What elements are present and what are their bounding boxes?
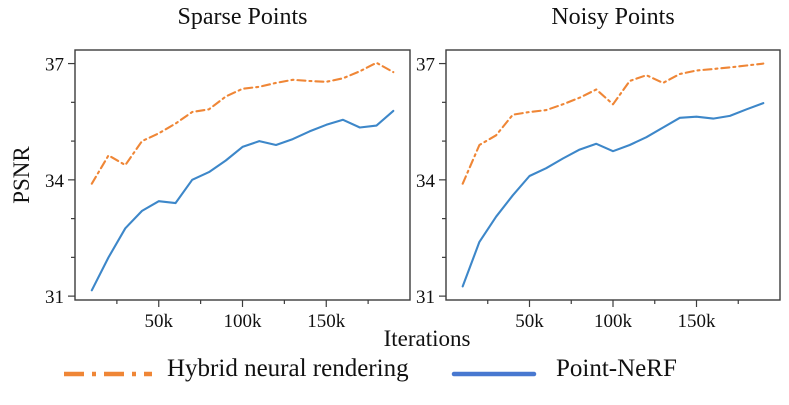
x-axis-label: Iterations <box>383 326 471 351</box>
legend-swatch-pointnerf-line <box>451 371 537 377</box>
svg-text:37: 37 <box>416 55 435 76</box>
svg-text:150k: 150k <box>678 311 717 332</box>
svg-text:34: 34 <box>416 171 436 192</box>
legend-swatch-hybrid-line <box>64 371 152 377</box>
svg-text:150k: 150k <box>307 311 346 332</box>
svg-text:50k: 50k <box>515 311 544 332</box>
y-axis-label: PSNR <box>9 146 34 204</box>
svg-text:31: 31 <box>416 287 435 308</box>
chart-title-noisy-points: Noisy Points <box>551 4 675 30</box>
svg-text:50k: 50k <box>145 311 174 332</box>
svg-text:100k: 100k <box>594 311 633 332</box>
legend: Hybrid neural rendering Point-NeRF <box>0 355 789 400</box>
noisy-points-plot: 50k 100k 150k 31 34 37 <box>416 49 781 332</box>
sparse-points-plot: 50k 100k 150k 31 34 37 <box>45 49 411 332</box>
svg-text:34: 34 <box>45 171 65 192</box>
svg-text:31: 31 <box>45 287 64 308</box>
svg-text:37: 37 <box>45 55 64 76</box>
chart-title-sparse-points: Sparse Points <box>177 4 308 30</box>
svg-text:100k: 100k <box>224 311 263 332</box>
legend-label-hybrid: Hybrid neural rendering <box>167 355 409 382</box>
legend-label-pointnerf: Point-NeRF <box>556 355 677 382</box>
